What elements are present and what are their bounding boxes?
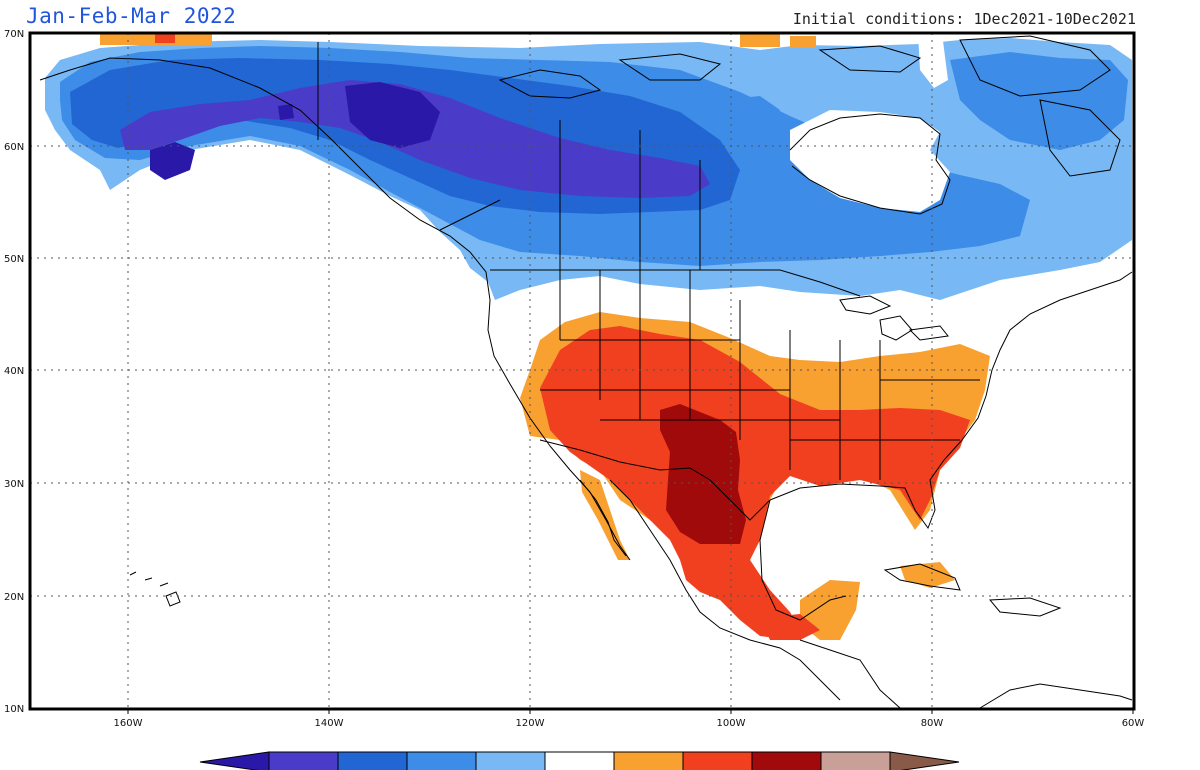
colorbar-swatch	[268, 751, 339, 770]
lat-label: 70N	[4, 29, 24, 40]
neutral-area	[790, 110, 950, 212]
colorbar-swatch	[613, 751, 684, 770]
lat-label: 50N	[4, 254, 24, 265]
lon-label: 160W	[114, 718, 143, 729]
lon-label: 60W	[1122, 718, 1145, 729]
lat-label: 40N	[4, 366, 24, 377]
colorbar-swatch	[337, 751, 408, 770]
colorbar-swatch	[751, 751, 822, 770]
initial-conditions-label: Initial conditions: 1Dec2021-10Dec2021	[792, 10, 1136, 28]
warm-anomaly-region	[520, 312, 990, 640]
longitude-labels: 160W 140W 120W 100W 80W 60W	[114, 718, 1145, 729]
colorbar-swatch	[544, 751, 615, 770]
colorbar-swatch	[820, 751, 891, 770]
axis-ticks	[127, 709, 1134, 714]
colorbar-swatch	[682, 751, 753, 770]
lat-label: 30N	[4, 479, 24, 490]
latitude-labels: 70N 60N 50N 40N 30N 20N 10N	[4, 29, 24, 715]
colorbar-swatch	[406, 751, 477, 770]
lat-label: 60N	[4, 142, 24, 153]
lon-label: 140W	[315, 718, 344, 729]
lon-label: 80W	[921, 718, 944, 729]
colorbar	[199, 751, 960, 770]
colorbar-arrow-high	[889, 751, 960, 770]
graticule	[30, 33, 1134, 709]
map-title: Jan-Feb-Mar 2022	[26, 4, 237, 28]
lat-label: 10N	[4, 704, 24, 715]
coastlines	[39, 35, 1133, 709]
lon-label: 120W	[516, 718, 545, 729]
lat-label: 20N	[4, 592, 24, 603]
colorbar-arrow-low	[199, 751, 270, 770]
colorbar-swatch	[475, 751, 546, 770]
cold-anomaly-region	[45, 33, 1132, 300]
map-frame	[28, 31, 1136, 711]
lon-label: 100W	[717, 718, 746, 729]
